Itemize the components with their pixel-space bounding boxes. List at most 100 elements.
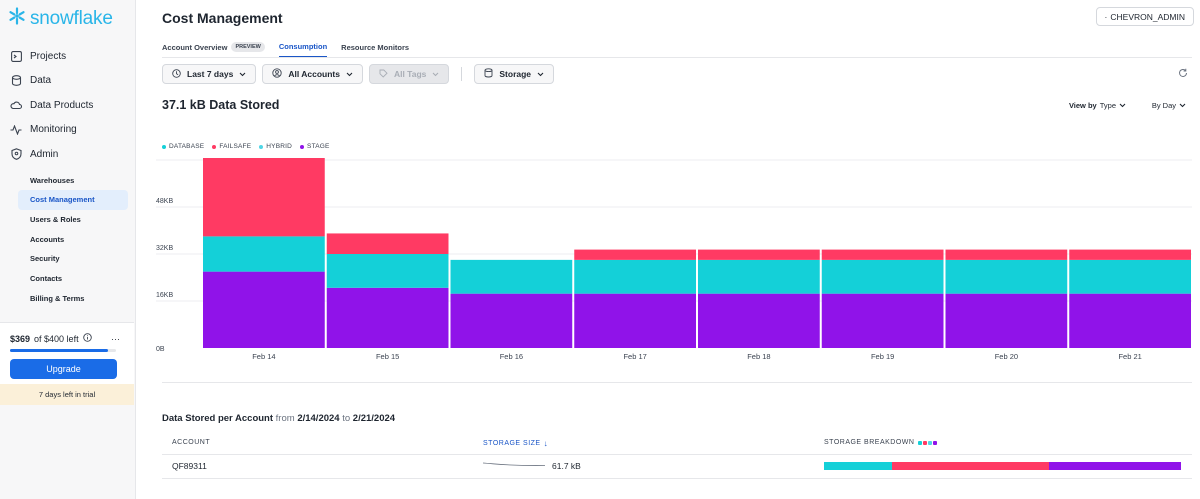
tag-icon xyxy=(379,69,388,80)
account-cell: QF89311 xyxy=(172,461,207,471)
credit-total: of $400 left xyxy=(34,333,79,344)
snowflake-logo[interactable]: snowflake xyxy=(8,7,113,30)
chevron-down-icon xyxy=(1179,101,1186,110)
bar-stage xyxy=(326,287,449,348)
sidebar-item-label: Data Products xyxy=(30,99,94,111)
table-title: Data Stored per Account from 2/14/2024 t… xyxy=(162,413,395,424)
column-header-storage-breakdown[interactable]: STORAGE BREAKDOWN xyxy=(824,439,938,446)
storage-size-cell: 61.7 kB xyxy=(552,461,581,471)
chart-legend: DATABASE FAILSAFE HYBRID STAGE xyxy=(162,143,330,150)
credit-amount: $369 xyxy=(10,333,31,344)
x-tick-label: Feb 18 xyxy=(747,352,770,361)
data-stored-total: 37.1 kB Data Stored xyxy=(162,98,280,112)
chevron-down-icon xyxy=(537,69,544,79)
upgrade-button[interactable]: Upgrade xyxy=(10,359,117,379)
tab-label: Resource Monitors xyxy=(341,42,410,52)
bar-database xyxy=(203,236,325,272)
breakdown-dot xyxy=(933,440,938,445)
sidebar-item-projects[interactable]: Projects xyxy=(0,44,136,69)
granularity-selector[interactable]: By Day xyxy=(1152,101,1186,110)
legend-item-hybrid[interactable]: HYBRID xyxy=(259,143,292,150)
breakdown-dot xyxy=(918,440,923,445)
date-range-label: Last 7 days xyxy=(187,69,234,79)
legend-item-stage[interactable]: STAGE xyxy=(300,143,330,150)
column-header-label: STORAGE BREAKDOWN xyxy=(824,439,915,446)
column-header-storage-size[interactable]: STORAGE SIZE ↓ xyxy=(483,439,548,448)
cloud-icon xyxy=(10,99,22,111)
storage-icon xyxy=(484,68,493,80)
sidebar-item-security[interactable]: Security xyxy=(30,254,60,264)
legend-label: FAILSAFE xyxy=(219,143,252,150)
sidebar-item-monitoring[interactable]: Monitoring xyxy=(0,118,136,143)
tab-consumption[interactable]: Consumption xyxy=(278,36,328,58)
sidebar-item-data-products[interactable]: Data Products xyxy=(0,93,136,118)
x-tick-label: Feb 15 xyxy=(376,352,399,361)
legend-swatch xyxy=(212,144,217,149)
bar-failsafe xyxy=(574,249,696,260)
info-icon[interactable] xyxy=(82,333,92,344)
activity-icon xyxy=(10,124,22,136)
usage-type-filter[interactable]: Storage xyxy=(474,64,555,84)
y-tick-label: 16KB xyxy=(156,292,173,299)
trial-days-banner: 7 days left in trial xyxy=(0,384,134,405)
sidebar-item-cost-management[interactable]: Cost Management xyxy=(18,190,128,210)
breakdown-segment xyxy=(1048,462,1181,470)
x-tick-label: Feb 20 xyxy=(995,352,1018,361)
storage-sparkline xyxy=(483,462,545,466)
sidebar-item-contacts[interactable]: Contacts xyxy=(30,273,63,283)
sidebar-item-billing-terms[interactable]: Billing & Terms xyxy=(30,293,85,303)
sidebar-item-admin[interactable]: Admin xyxy=(0,142,136,167)
tab-account-overview[interactable]: Account Overview PREVIEW xyxy=(162,36,265,58)
credit-progress-fill xyxy=(10,349,108,352)
role-name: CHEVRON_ADMIN xyxy=(1110,11,1185,22)
date-from: 2/14/2024 xyxy=(297,413,340,424)
bar-failsafe xyxy=(698,249,820,260)
tags-label: All Tags xyxy=(393,69,427,79)
x-tick-label: Feb 21 xyxy=(1118,352,1141,361)
x-tick-label: Feb 17 xyxy=(623,352,646,361)
sidebar-item-accounts[interactable]: Accounts xyxy=(30,234,65,244)
bar-stage xyxy=(203,271,325,348)
role-selector[interactable]: · CHEVRON_ADMIN xyxy=(1095,7,1194,26)
sidebar-item-label: Monitoring xyxy=(30,124,77,136)
legend-item-failsafe[interactable]: FAILSAFE xyxy=(212,143,251,150)
bar-failsafe xyxy=(1069,249,1191,260)
sidebar-item-label: Projects xyxy=(30,50,67,62)
column-header-label: STORAGE SIZE xyxy=(483,440,541,447)
bar-stage xyxy=(945,293,1068,348)
table-title-text: Data Stored per Account xyxy=(162,413,274,424)
legend-item-database[interactable]: DATABASE xyxy=(162,143,204,150)
credit-remaining: $369 of $400 left ··· xyxy=(10,333,120,344)
bar-failsafe xyxy=(821,249,944,260)
sidebar-item-warehouses[interactable]: Warehouses xyxy=(30,175,75,185)
filter-bar: Last 7 days All Accounts All Tags Storag… xyxy=(162,64,555,84)
storage-breakdown-bar xyxy=(824,462,1181,470)
accounts-filter[interactable]: All Accounts xyxy=(262,64,363,84)
bar-database xyxy=(1069,259,1191,294)
filter-divider xyxy=(461,67,463,81)
column-header-account[interactable]: ACCOUNT xyxy=(172,439,211,446)
y-tick-label: 48KB xyxy=(156,198,173,205)
more-options-icon[interactable]: ··· xyxy=(111,333,120,344)
preview-badge: PREVIEW xyxy=(231,42,265,52)
legend-label: DATABASE xyxy=(169,143,205,150)
legend-swatch xyxy=(259,144,264,149)
sidebar-nav: Projects Data Data Products Monitoring A… xyxy=(0,44,136,308)
x-tick-label: Feb 19 xyxy=(871,352,894,361)
sidebar-item-users-roles[interactable]: Users & Roles xyxy=(30,214,81,224)
x-tick-label: Feb 16 xyxy=(500,352,523,361)
view-by-selector[interactable]: View by Type xyxy=(1069,101,1126,110)
sidebar-item-data[interactable]: Data xyxy=(0,69,136,94)
tab-resource-monitors[interactable]: Resource Monitors xyxy=(341,36,409,58)
breakdown-segment xyxy=(891,462,1049,470)
bar-database xyxy=(698,259,820,294)
breakdown-legend-dots xyxy=(918,440,938,445)
date-range-filter[interactable]: Last 7 days xyxy=(162,64,257,84)
shield-icon xyxy=(10,148,22,161)
view-by-label: View by xyxy=(1068,101,1097,110)
legend-swatch xyxy=(300,144,305,149)
tags-filter[interactable]: All Tags xyxy=(368,64,450,84)
bar-stage xyxy=(1069,293,1191,348)
tab-bar: Account Overview PREVIEW Consumption Res… xyxy=(162,36,409,58)
refresh-icon[interactable] xyxy=(1178,68,1188,81)
